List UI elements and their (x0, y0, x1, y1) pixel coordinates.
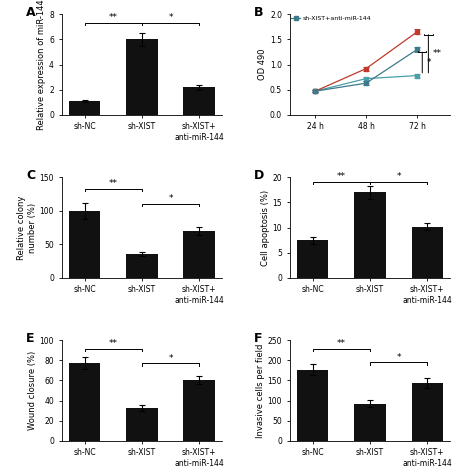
Text: **: ** (109, 13, 118, 22)
Bar (354, 404, 386, 441)
Text: *: * (426, 58, 431, 67)
Text: A: A (26, 6, 36, 19)
Bar (69, 101, 100, 115)
Text: C: C (26, 169, 36, 182)
Bar (183, 381, 215, 441)
Y-axis label: OD 490: OD 490 (258, 49, 267, 80)
Text: *: * (168, 13, 173, 22)
Bar (126, 255, 158, 278)
Bar (126, 408, 158, 441)
Text: **: ** (109, 179, 118, 188)
Text: D: D (255, 169, 264, 182)
Y-axis label: Invasive cells per field: Invasive cells per field (256, 343, 265, 438)
Y-axis label: Cell apoptosis (%): Cell apoptosis (%) (261, 190, 270, 265)
Bar (183, 87, 215, 115)
Text: **: ** (337, 173, 346, 182)
Bar (183, 231, 215, 278)
Bar (411, 383, 443, 441)
Text: **: ** (432, 49, 441, 58)
Bar (126, 39, 158, 115)
Bar (69, 364, 100, 441)
Text: **: ** (109, 339, 118, 348)
Bar (354, 192, 386, 278)
Text: *: * (396, 173, 401, 182)
Text: *: * (168, 194, 173, 203)
Bar (297, 370, 328, 441)
Text: *: * (168, 354, 173, 363)
Bar (297, 240, 328, 278)
Y-axis label: Relative colony
number (%): Relative colony number (%) (18, 195, 36, 260)
Y-axis label: Wound closure (%): Wound closure (%) (27, 351, 36, 430)
Y-axis label: Relative expression of miR-144: Relative expression of miR-144 (37, 0, 46, 130)
Bar (69, 211, 100, 278)
Text: F: F (255, 332, 263, 345)
Text: B: B (255, 6, 264, 19)
Text: *: * (396, 353, 401, 362)
Bar (411, 227, 443, 278)
Legend: sh-XIST+anti-miR-144: sh-XIST+anti-miR-144 (291, 16, 371, 21)
Text: **: ** (337, 339, 346, 348)
Text: E: E (26, 332, 35, 345)
